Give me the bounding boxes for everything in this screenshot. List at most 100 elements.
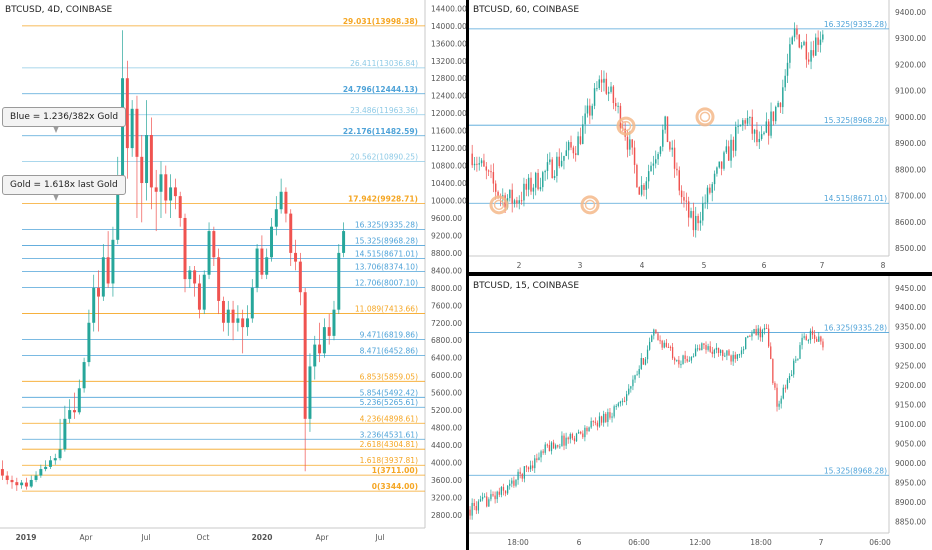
candle-down: [513, 480, 515, 486]
candle-down: [10, 479, 14, 483]
candle-down: [97, 287, 101, 297]
candle-down: [212, 231, 216, 258]
candle-down: [671, 347, 674, 359]
price-tick-label: 2800.00: [431, 511, 462, 520]
left-chart-canvas[interactable]: 2800.00 3200.00 3600.00 4000.00 4400.00 4800.…: [0, 0, 466, 550]
callout-pointer: [53, 194, 59, 201]
candle-down: [574, 153, 577, 156]
right-top-chart-canvas[interactable]: 8500.00 8600.00 8700.00 8800.00 8900.00 9000.…: [469, 0, 932, 272]
candle-up: [719, 350, 722, 353]
candle-up: [647, 171, 650, 182]
candle-up: [556, 156, 558, 176]
candle-up: [692, 356, 695, 358]
candle-down: [623, 400, 626, 402]
candle-up: [742, 349, 745, 351]
candle-down: [705, 344, 707, 350]
fib-level-label: 13.706(8374.10): [355, 262, 418, 271]
candle-down: [659, 340, 661, 342]
candle-down: [734, 354, 736, 359]
highlight-circle: [489, 195, 509, 215]
candle-down: [284, 191, 288, 214]
candle-down: [164, 174, 168, 201]
candle-down: [767, 121, 770, 136]
price-tick-label: 10000.00: [431, 197, 466, 206]
candle-up: [650, 165, 652, 172]
candle-down: [772, 111, 775, 122]
candle-down: [318, 344, 322, 354]
right-bottom-chart-canvas[interactable]: 8850.00 8900.00 8950.00 9000.00 9050.00 9100.…: [469, 276, 932, 550]
candle-up: [44, 466, 48, 470]
left-chart-panel[interactable]: 2800.00 3200.00 3600.00 4000.00 4400.00 4800.…: [0, 0, 466, 550]
fib-level-label: 4.236(4898.61): [360, 414, 418, 423]
vertical-divider[interactable]: [466, 0, 469, 550]
candle-up: [739, 125, 742, 127]
candle-up: [593, 88, 596, 106]
candle-up: [702, 203, 704, 221]
candle-up: [207, 231, 211, 275]
candle-down: [770, 346, 772, 359]
price-tick-label: 6800.00: [431, 336, 462, 345]
highlight-circle: [699, 111, 711, 123]
candle-up: [617, 403, 619, 406]
candle-down: [15, 482, 19, 486]
candle-up: [761, 329, 764, 338]
candle-down: [572, 147, 575, 154]
candle-down: [676, 168, 678, 171]
candle-up: [664, 116, 666, 130]
candle-up: [39, 469, 43, 476]
candle-down: [720, 161, 723, 169]
candle-up: [751, 333, 753, 337]
fib-level-label: 9.471(6819.86): [360, 330, 418, 339]
fib-level-label: 12.706(8007.10): [355, 279, 418, 288]
price-tick-label: 9200.00: [431, 231, 462, 240]
price-tick-label: 9300.00: [895, 342, 926, 351]
candle-up: [682, 355, 684, 365]
candle-down: [586, 427, 588, 432]
candle-up: [742, 120, 744, 126]
candle-down: [732, 139, 735, 151]
price-tick-label: 13200.00: [431, 57, 466, 66]
candle-down: [728, 350, 730, 356]
candle-up: [784, 75, 786, 88]
candle-down: [173, 187, 177, 197]
candle-up: [619, 401, 622, 404]
candle-down: [678, 359, 680, 365]
right-top-chart-panel[interactable]: 8500.00 8600.00 8700.00 8800.00 8900.00 9000.…: [469, 0, 932, 272]
candle-down: [536, 458, 538, 461]
candle-up: [746, 118, 749, 124]
price-tick-label: 8850.00: [895, 517, 926, 526]
candle-up: [760, 134, 763, 139]
price-tick-label: 8700.00: [895, 192, 926, 201]
price-tick-label: 3600.00: [431, 476, 462, 485]
candle-down: [697, 215, 699, 224]
candle-up: [725, 146, 728, 153]
candle-down: [193, 270, 197, 284]
candle-up: [640, 357, 642, 369]
candle-up: [479, 499, 482, 502]
horizontal-divider[interactable]: [469, 272, 932, 276]
fib-level-label: 2.618(4304.81): [360, 440, 418, 449]
candle-up: [706, 187, 709, 203]
candle-down: [717, 347, 720, 353]
fib-level-label: 0(3344.00): [372, 482, 418, 491]
candle-down: [551, 159, 553, 178]
right-bottom-chart-panel[interactable]: 8850.00 8900.00 8950.00 9000.00 9050.00 9100.…: [469, 276, 932, 550]
callout-pointer: [53, 126, 59, 133]
candle-up: [789, 44, 791, 63]
candle-up: [723, 152, 725, 169]
candle-up: [575, 433, 578, 442]
price-tick-label: 4400.00: [431, 441, 462, 450]
candle-up: [626, 394, 628, 401]
candle-down: [475, 506, 477, 511]
candle-down: [812, 50, 815, 56]
candle-up: [121, 78, 125, 179]
time-tick-label: 7: [819, 538, 824, 547]
candle-up: [68, 410, 72, 419]
candle-down: [805, 41, 808, 60]
price-tick-label: 10400.00: [431, 179, 466, 188]
candle-up: [20, 482, 24, 486]
candle-up: [822, 34, 824, 40]
candle-up: [586, 105, 589, 114]
candle-up: [555, 445, 557, 449]
candle-down: [149, 135, 153, 188]
